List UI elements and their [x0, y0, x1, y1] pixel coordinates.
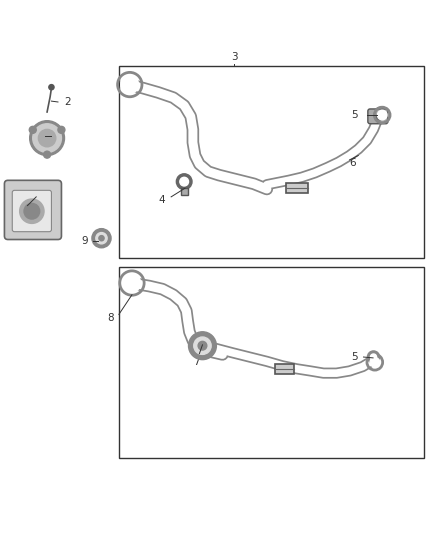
Circle shape — [377, 113, 384, 120]
Text: 9: 9 — [81, 236, 88, 246]
Text: 1: 1 — [32, 131, 39, 141]
Circle shape — [188, 332, 216, 360]
Text: 6: 6 — [350, 158, 356, 168]
Circle shape — [371, 354, 377, 360]
Circle shape — [177, 174, 192, 189]
Text: 4: 4 — [158, 195, 165, 205]
Text: 2: 2 — [64, 97, 71, 107]
Circle shape — [30, 120, 64, 156]
Circle shape — [20, 199, 44, 223]
Circle shape — [198, 341, 207, 350]
Text: 7: 7 — [193, 357, 200, 367]
Bar — [119, 266, 424, 458]
Text: 5: 5 — [351, 352, 357, 362]
Bar — [181, 188, 187, 195]
FancyBboxPatch shape — [368, 109, 388, 124]
Circle shape — [92, 229, 111, 248]
Circle shape — [44, 151, 50, 158]
Circle shape — [33, 124, 61, 152]
Circle shape — [180, 177, 188, 186]
Bar — [275, 364, 294, 374]
Text: 10: 10 — [9, 204, 22, 214]
Bar — [119, 66, 424, 258]
Circle shape — [378, 110, 387, 120]
Text: 3: 3 — [231, 52, 237, 62]
Circle shape — [39, 130, 56, 147]
Circle shape — [49, 85, 54, 90]
Circle shape — [24, 204, 40, 219]
Circle shape — [367, 351, 380, 363]
Circle shape — [99, 236, 104, 241]
Text: 8: 8 — [107, 313, 114, 323]
Circle shape — [58, 126, 65, 133]
Text: 5: 5 — [352, 110, 358, 120]
Circle shape — [122, 273, 141, 293]
Circle shape — [370, 358, 380, 367]
Circle shape — [29, 126, 36, 133]
FancyBboxPatch shape — [12, 190, 51, 232]
Circle shape — [120, 75, 139, 94]
Circle shape — [194, 337, 211, 354]
FancyBboxPatch shape — [4, 180, 61, 239]
Bar — [286, 183, 308, 193]
Circle shape — [96, 232, 107, 244]
